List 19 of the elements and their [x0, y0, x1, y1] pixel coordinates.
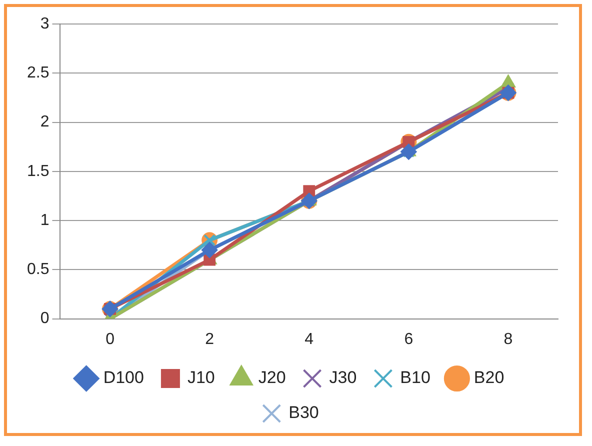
legend-label: J20	[258, 368, 286, 388]
y-tick-label: 0.5	[26, 261, 50, 278]
y-tick-label: 0	[40, 310, 50, 328]
x-tick-label: 8	[504, 330, 513, 348]
x-tick-label: 2	[205, 330, 214, 348]
y-tick-label: 2	[40, 114, 50, 131]
x-tick-label: 0	[106, 330, 115, 348]
y-tick-label: 1.5	[26, 162, 50, 180]
legend-label: J10	[187, 368, 215, 388]
y-tick-label: 3	[40, 15, 50, 32]
y-tick-label: 2.5	[26, 64, 50, 82]
legend-label: B20	[474, 368, 504, 388]
legend-label: J30	[329, 368, 357, 388]
legend-label: B10	[400, 368, 430, 388]
x-tick-label: 6	[404, 330, 414, 348]
x-tick-label: 4	[304, 330, 314, 348]
legend-label: D100	[103, 368, 144, 388]
legend-label: B30	[288, 403, 319, 422]
y-tick-label: 1	[40, 212, 50, 229]
